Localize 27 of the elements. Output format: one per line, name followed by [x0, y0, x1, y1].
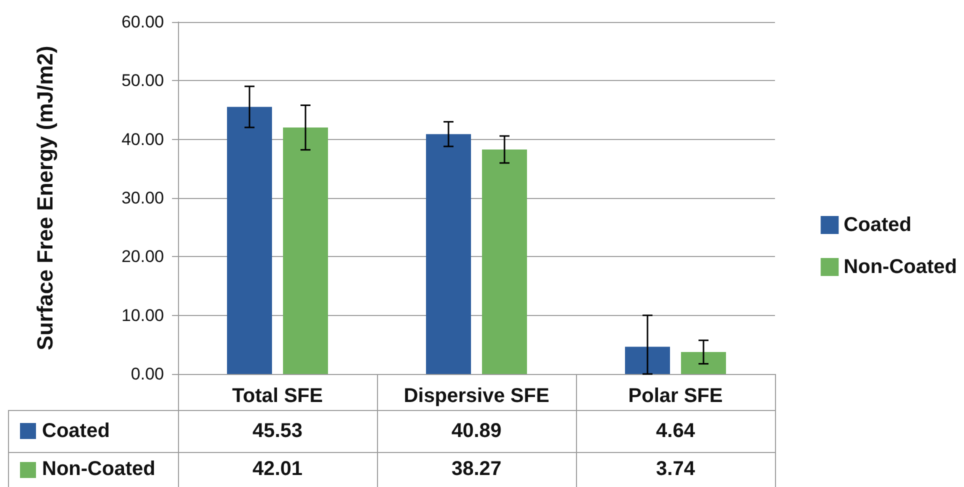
data-label: 40.89 [450, 418, 503, 444]
legend-label: Coated [42, 420, 110, 442]
y-tick-label: 50.00 [121, 71, 164, 90]
x-tick-label: Dispersive SFE [404, 385, 550, 407]
bar [482, 149, 527, 374]
y-axis-title: Surface Free Energy (mJ/m2) [32, 46, 58, 350]
data-label: 38.27 [450, 457, 503, 482]
y-tick-label: 10.00 [121, 306, 164, 325]
legend-label: Non-Coated [844, 256, 958, 278]
data-label: 4.64 [655, 418, 696, 444]
data-label: 42.01 [251, 457, 304, 482]
y-tick-label: 0.00 [130, 364, 164, 384]
x-tick-label: Total SFE [232, 385, 323, 407]
bar [283, 128, 328, 374]
bar [426, 134, 471, 374]
bar [227, 106, 272, 374]
text: Coated [844, 214, 912, 236]
y-tick-label: 20.00 [121, 247, 164, 266]
y-tick-label: 40.00 [121, 130, 164, 149]
x-tick-label: Polar SFE [628, 385, 723, 407]
data-label: 45.53 [251, 418, 304, 444]
y-tick-label: 30.00 [121, 188, 164, 208]
y-tick-label: 60.00 [121, 12, 164, 32]
bar [625, 346, 670, 374]
bar [681, 352, 726, 374]
text: Non-Coated [42, 458, 156, 480]
data-label: 3.74 [655, 457, 696, 482]
